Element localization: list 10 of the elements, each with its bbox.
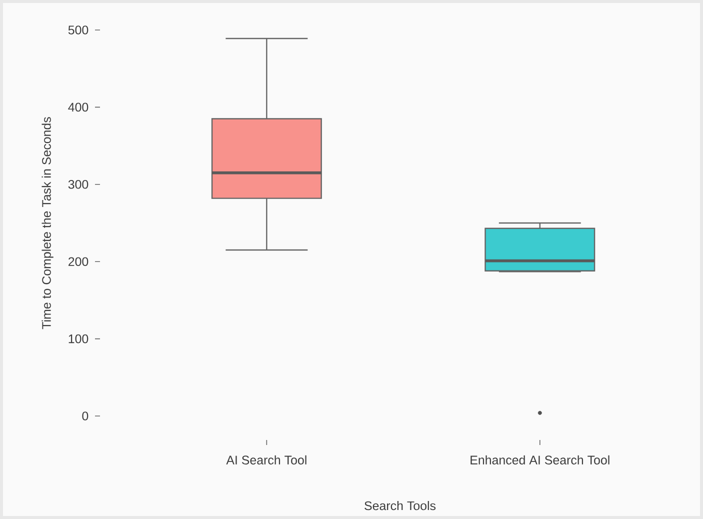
y-tick-label: 200 (68, 257, 88, 266)
y-tick-label: 100 (68, 334, 88, 344)
y-tick-label: 400 (68, 102, 88, 112)
x-tick-label: Enhanced AI Search Tool (470, 455, 610, 464)
y-tick-label: 0 (82, 412, 88, 420)
y-tick-label: 300 (68, 180, 88, 189)
y-tick-label: 500 (68, 26, 88, 34)
x-axis-title: Search Tools (364, 500, 436, 510)
x-tick-label: AI Search Tool (226, 455, 306, 464)
y-axis-title: Time to Complete the Task in Seconds (42, 117, 54, 330)
